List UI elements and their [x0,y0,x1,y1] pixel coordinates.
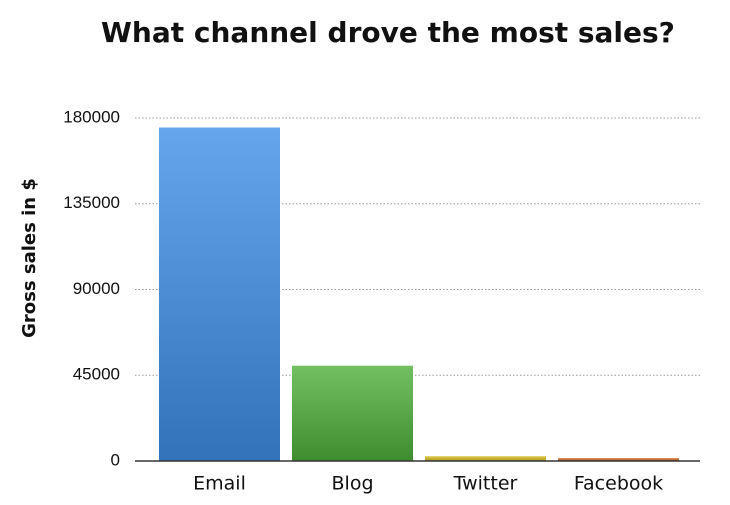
chart-title: What channel drove the most sales? [101,16,675,49]
y-axis-label: Gross sales in $ [19,178,40,338]
bar-shading [292,365,413,461]
bar-shading [159,127,280,462]
x-tick-label: Blog [332,473,374,495]
y-tick-label: 90000 [73,279,120,298]
y-tick-label: 45000 [73,365,120,384]
x-tick-label: Twitter [453,473,518,495]
y-tick-label: 135000 [63,193,120,212]
x-tick-label: Email [193,473,246,495]
y-tick-label: 180000 [63,107,120,126]
x-tick-label: Facebook [574,473,663,495]
y-tick-label: 0 [111,450,120,469]
bar-shading [558,458,679,461]
bar-shading [425,456,546,461]
